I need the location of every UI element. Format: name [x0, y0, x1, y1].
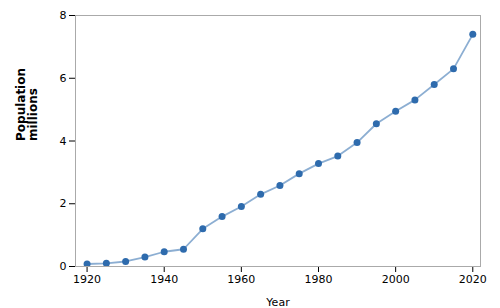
- svg-text:2: 2: [60, 197, 67, 210]
- svg-text:Populationmillions: Populationmillions: [14, 68, 40, 141]
- svg-text:1920: 1920: [73, 273, 101, 286]
- svg-text:2000: 2000: [382, 273, 410, 286]
- svg-text:6: 6: [60, 72, 67, 85]
- svg-text:1940: 1940: [150, 273, 178, 286]
- svg-text:4: 4: [60, 135, 67, 148]
- svg-text:8: 8: [60, 9, 67, 22]
- svg-text:0: 0: [60, 260, 67, 273]
- svg-text:1960: 1960: [227, 273, 255, 286]
- svg-text:1980: 1980: [305, 273, 333, 286]
- svg-text:Year: Year: [265, 296, 290, 308]
- svg-text:2020: 2020: [459, 273, 487, 286]
